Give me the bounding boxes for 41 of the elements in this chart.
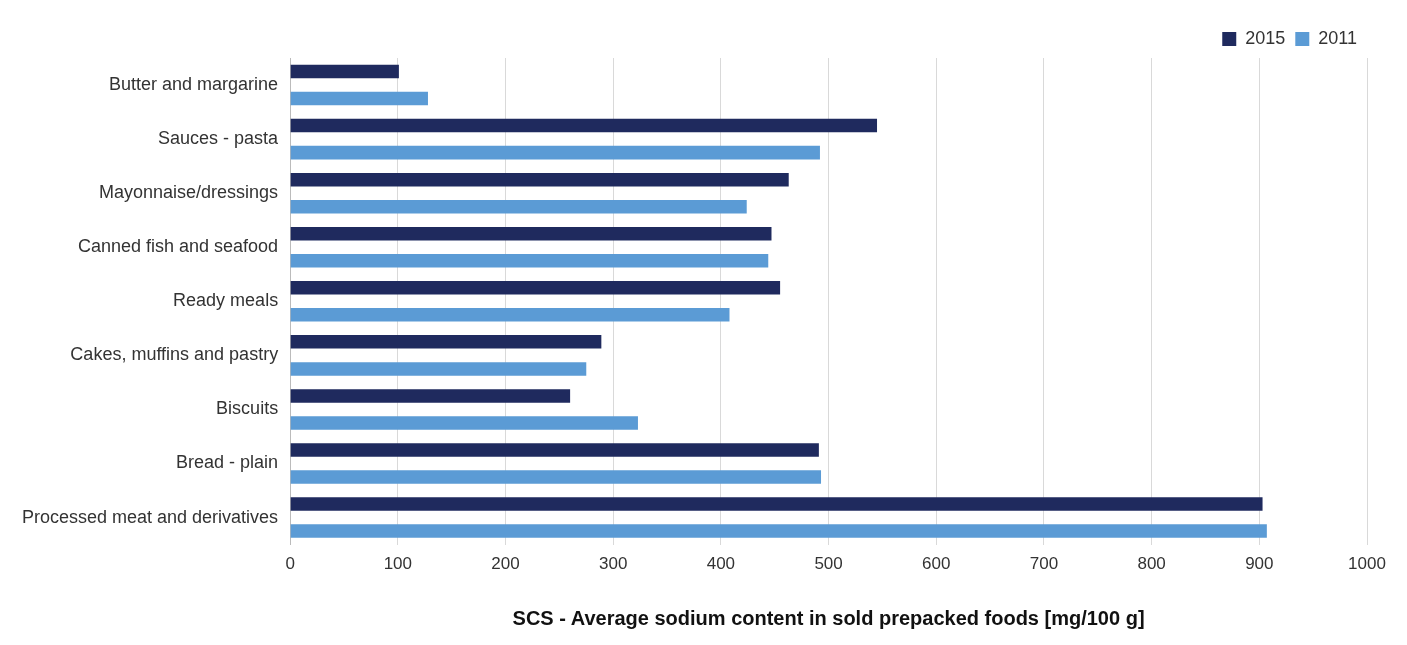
bar [290,524,1267,538]
bar [290,199,747,214]
x-tick-label: 100 [383,554,413,574]
bar [290,416,638,430]
y-tick-label: Mayonnaise/dressings [99,182,279,203]
bar [290,91,428,106]
y-tick-label: Canned fish and seafood [77,236,279,257]
x-tick-label: 0 [285,554,295,574]
y-tick-label: Processed meat and derivatives [21,506,279,527]
x-tick-label: 200 [491,554,520,574]
x-tick-label: 700 [1029,554,1059,574]
bar [290,497,1263,511]
bar [290,253,769,268]
bar [290,308,730,322]
x-axis-title: SCS - Average sodium content in sold prepacked foods [mg/100 g] [512,606,1145,629]
bar [290,64,399,79]
y-tick-label: Sauces - pasta [158,128,280,149]
legend-label: 2011 [1318,27,1358,48]
x-tick-label: 600 [922,554,951,574]
y-tick-label: Ready meals [173,290,279,311]
legend-label: 2015 [1245,27,1286,48]
x-tick-label: 1000 [1348,554,1386,574]
x-tick-label: 800 [1137,554,1166,574]
y-tick-label: Cakes, muffins and pastry [70,344,279,365]
y-tick-label: Butter and margarine [109,74,279,94]
bar [290,335,602,349]
bar [290,172,789,187]
bar [290,389,571,403]
bar [290,281,781,295]
x-tick-label: 500 [814,554,843,574]
bar [290,362,587,376]
bar [290,226,772,241]
bar [290,470,822,484]
y-tick-label: Biscuits [216,398,279,419]
bar [290,443,819,457]
y-tick-label: Bread - plain [176,452,279,473]
bar [290,145,820,160]
x-tick-label: 900 [1245,554,1274,574]
x-tick-label: 400 [706,554,736,574]
bar [290,118,878,133]
x-tick-label: 300 [599,554,628,574]
